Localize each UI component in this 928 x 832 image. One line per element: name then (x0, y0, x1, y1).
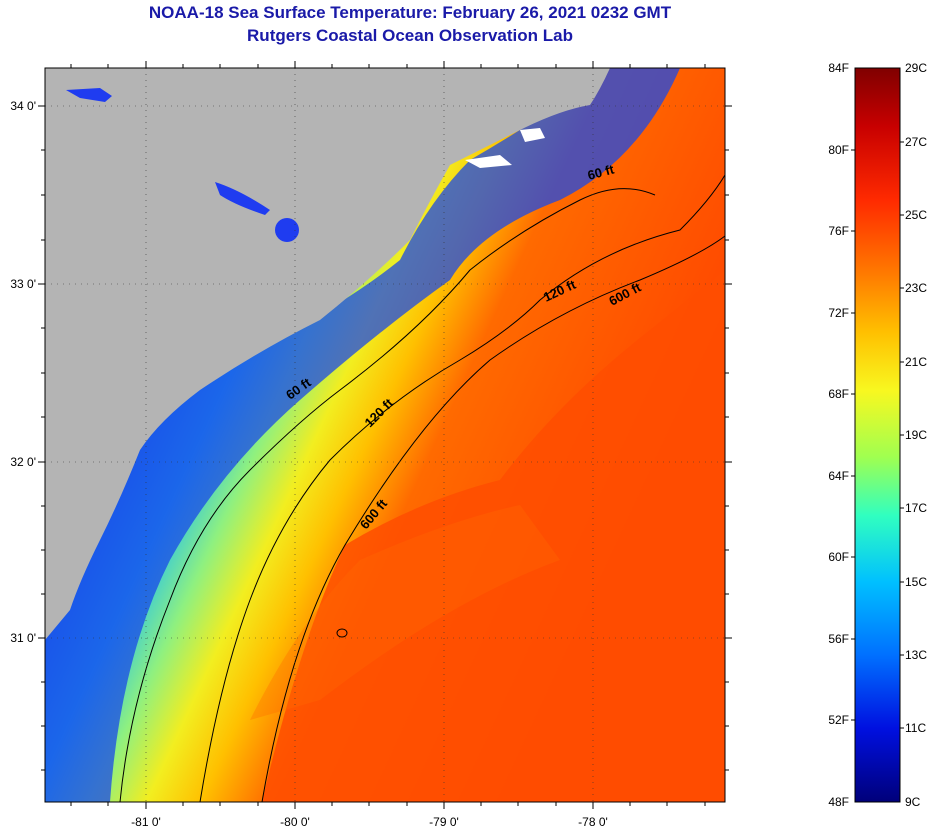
colorbar-label-c: 23C (905, 281, 927, 295)
colorbar-label-c: 11C (905, 721, 926, 735)
colorbar (854, 67, 901, 803)
colorbar-label-c: 13C (905, 648, 927, 662)
lake (215, 182, 270, 215)
lon-label: -81 0' (131, 815, 161, 829)
isobath-60ft (119, 188, 656, 802)
lat-label: 34 0' (10, 99, 36, 113)
lon-label: -79 0' (429, 815, 459, 829)
colorbar-label-c: 27C (905, 135, 927, 149)
colorbar-label-f: 52F (828, 713, 849, 727)
colorbar-label-f: 84F (828, 61, 849, 75)
colorbar-label-c: 25C (905, 208, 927, 222)
colorbar-label-c: 17C (905, 501, 927, 515)
land (45, 68, 610, 640)
missing-data (465, 155, 512, 168)
colorbar-label-f: 68F (828, 387, 849, 401)
missing-data (520, 128, 545, 142)
lake (66, 88, 112, 102)
colorbar-label-c: 9C (905, 795, 921, 809)
map-frame (44, 67, 726, 803)
colorbar-label-c: 19C (905, 428, 927, 442)
lon-label: -80 0' (280, 815, 310, 829)
map-subtitle: Rutgers Coastal Ocean Observation Lab (247, 26, 573, 45)
colorbar-label-c: 21C (905, 355, 927, 369)
map-title: NOAA-18 Sea Surface Temperature: Februar… (148, 3, 672, 22)
colorbar-label-c: 15C (905, 575, 927, 589)
colorbar-ticks (851, 141, 904, 729)
isobath-120ft (199, 174, 725, 802)
axis-ticks (38, 61, 732, 809)
colorbar-label-f: 60F (828, 550, 849, 564)
lat-label: 33 0' (10, 277, 36, 291)
colorbar-label-f: 76F (828, 224, 849, 238)
colorbar-label-f: 64F (828, 469, 849, 483)
isobath-600ft (261, 235, 725, 802)
lon-label: -78 0' (578, 815, 608, 829)
colorbar-label-f: 72F (828, 306, 849, 320)
lat-label: 32 0' (10, 455, 36, 469)
gulf-stream (262, 270, 725, 802)
contour-label: 60 ft (586, 161, 616, 183)
cold-shelf-water (45, 68, 680, 802)
colorbar-label-c: 29C (905, 61, 927, 75)
colorbar-label-f: 80F (828, 143, 849, 157)
graticule (45, 68, 725, 802)
colorbar-label-f: 48F (828, 795, 849, 809)
lake (275, 218, 299, 242)
lat-label: 31 0' (10, 631, 36, 645)
colorbar-label-f: 56F (828, 632, 849, 646)
